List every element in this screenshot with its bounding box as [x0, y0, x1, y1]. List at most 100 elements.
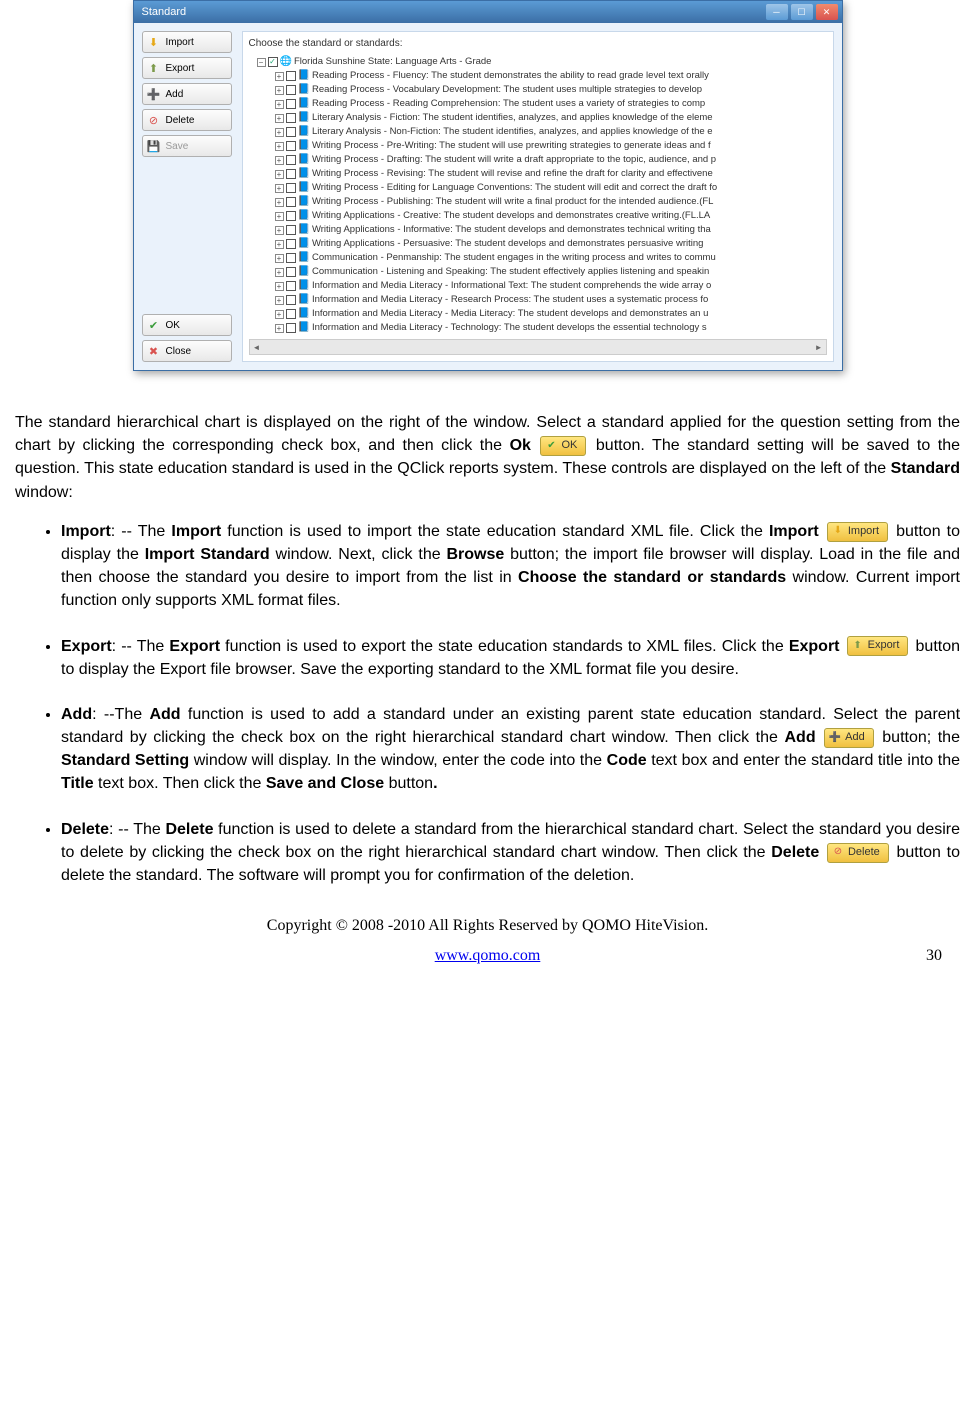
- expander-icon[interactable]: +: [275, 114, 284, 123]
- tree-root-item[interactable]: −✓🌐Florida Sunshine State: Language Arts…: [249, 55, 827, 69]
- delete-item: Delete: -- The Delete function is used t…: [61, 818, 960, 888]
- tree-item[interactable]: +📘Writing Process - Publishing: The stud…: [249, 195, 827, 209]
- expander-icon[interactable]: +: [275, 240, 284, 249]
- checkbox[interactable]: [286, 323, 296, 333]
- checkbox[interactable]: [286, 309, 296, 319]
- tree-item[interactable]: +📘Literary Analysis - Non-Fiction: The s…: [249, 125, 827, 139]
- add-inline-button: ➕Add: [824, 728, 874, 748]
- folder-icon: 📘: [298, 125, 310, 139]
- scroll-left-icon[interactable]: ◄: [253, 343, 261, 352]
- checkbox[interactable]: [286, 85, 296, 95]
- expander-icon[interactable]: +: [275, 142, 284, 151]
- ok-icon: ✔: [147, 318, 161, 332]
- expander-icon[interactable]: +: [275, 156, 284, 165]
- folder-icon: 📘: [298, 181, 310, 195]
- export-label: Export: [166, 63, 195, 74]
- checkbox[interactable]: [286, 239, 296, 249]
- checkbox[interactable]: [286, 253, 296, 263]
- folder-icon: 📘: [298, 139, 310, 153]
- tree-label: Literary Analysis - Fiction: The student…: [312, 111, 713, 125]
- expander-icon[interactable]: +: [275, 100, 284, 109]
- add-button[interactable]: ➕ Add: [142, 83, 232, 105]
- close-window-button[interactable]: ✕: [816, 4, 838, 20]
- expander-icon[interactable]: +: [275, 86, 284, 95]
- tree-item[interactable]: +📘Information and Media Literacy - Media…: [249, 307, 827, 321]
- folder-icon: 📘: [298, 69, 310, 83]
- page-number: 30: [926, 947, 942, 965]
- save-icon: 💾: [147, 139, 161, 153]
- expander-icon[interactable]: +: [275, 296, 284, 305]
- export-icon: ⬆: [147, 61, 161, 75]
- checkbox[interactable]: [286, 113, 296, 123]
- checkbox[interactable]: [286, 141, 296, 151]
- tree-item[interactable]: +📘Reading Process - Vocabulary Developme…: [249, 83, 827, 97]
- maximize-button[interactable]: ☐: [791, 4, 813, 20]
- expander-icon[interactable]: +: [275, 282, 284, 291]
- expander-icon[interactable]: +: [275, 128, 284, 137]
- tree-item[interactable]: + 📘Writing Process - Editing for Language…: [249, 181, 827, 195]
- tree-item[interactable]: +📘Literary Analysis - Fiction: The stude…: [249, 111, 827, 125]
- expander-icon[interactable]: +: [275, 254, 284, 263]
- tree-item[interactable]: +📘Communication - Penmanship: The studen…: [249, 251, 827, 265]
- checkbox[interactable]: [286, 183, 296, 193]
- checkbox[interactable]: [286, 281, 296, 291]
- expander-icon[interactable]: +: [275, 198, 284, 207]
- scroll-right-icon[interactable]: ►: [815, 343, 823, 352]
- save-button[interactable]: 💾 Save: [142, 135, 232, 157]
- horizontal-scrollbar[interactable]: ◄ ►: [249, 339, 827, 355]
- tree-item[interactable]: +📘Writing Process - Revising: The studen…: [249, 167, 827, 181]
- checkbox[interactable]: [286, 99, 296, 109]
- expander-icon[interactable]: −: [257, 58, 266, 67]
- ok-button[interactable]: ✔ OK: [142, 314, 232, 336]
- checkbox[interactable]: [286, 197, 296, 207]
- tree-item[interactable]: +📘Writing Process - Pre-Writing: The stu…: [249, 139, 827, 153]
- tree-item[interactable]: +📘Writing Applications - Informative: Th…: [249, 223, 827, 237]
- checkbox[interactable]: ✓: [268, 57, 278, 67]
- expander-icon[interactable]: +: [275, 170, 284, 179]
- tree-item[interactable]: +📘Communication - Listening and Speaking…: [249, 265, 827, 279]
- expander-icon[interactable]: +: [275, 310, 284, 319]
- tree-item[interactable]: +📘Writing Process - Drafting: The studen…: [249, 153, 827, 167]
- checkbox[interactable]: [286, 211, 296, 221]
- standards-tree[interactable]: −✓🌐Florida Sunshine State: Language Arts…: [249, 55, 827, 335]
- tree-item[interactable]: +📘Information and Media Literacy - Techn…: [249, 321, 827, 335]
- export-button[interactable]: ⬆ Export: [142, 57, 232, 79]
- standard-window: Standard ─ ☐ ✕ ⬇ Import ⬆ Export ➕ Add: [133, 0, 843, 371]
- close-button[interactable]: ✖ Close: [142, 340, 232, 362]
- import-inline-button: ⬇Import: [827, 522, 888, 542]
- checkbox[interactable]: [286, 169, 296, 179]
- delete-button[interactable]: ⊘ Delete: [142, 109, 232, 131]
- checkbox[interactable]: [286, 267, 296, 277]
- tree-item[interactable]: +📘Writing Applications - Creative: The s…: [249, 209, 827, 223]
- expander-icon[interactable]: +: [275, 212, 284, 221]
- tree-label: Writing Process - Editing for Language C…: [312, 181, 717, 195]
- tree-item[interactable]: +📘Reading Process - Reading Comprehensio…: [249, 97, 827, 111]
- folder-icon: 📘: [298, 251, 310, 265]
- folder-icon: 📘: [298, 279, 310, 293]
- checkbox[interactable]: [286, 295, 296, 305]
- tree-label: Communication - Listening and Speaking: …: [312, 265, 709, 279]
- minimize-button[interactable]: ─: [766, 4, 788, 20]
- tree-item[interactable]: +📘Reading Process - Fluency: The student…: [249, 69, 827, 83]
- tree-item[interactable]: +📘Information and Media Literacy - Resea…: [249, 293, 827, 307]
- panel-label: Choose the standard or standards:: [249, 38, 827, 49]
- expander-icon[interactable]: +: [275, 226, 284, 235]
- tree-item[interactable]: +📘Writing Applications - Persuasive: The…: [249, 237, 827, 251]
- copyright-text: Copyright © 2008 -2010 All Rights Reserv…: [15, 917, 960, 935]
- tree-item[interactable]: +📘Information and Media Literacy - Infor…: [249, 279, 827, 293]
- tree-label: Writing Applications - Creative: The stu…: [312, 209, 710, 223]
- import-button[interactable]: ⬇ Import: [142, 31, 232, 53]
- expander-icon[interactable]: +: [275, 184, 284, 193]
- checkbox[interactable]: [286, 127, 296, 137]
- expander-icon[interactable]: +: [275, 268, 284, 277]
- expander-icon[interactable]: +: [275, 72, 284, 81]
- checkbox[interactable]: [286, 225, 296, 235]
- delete-inline-button: ⊘Delete: [827, 843, 889, 863]
- expander-icon[interactable]: +: [275, 324, 284, 333]
- tree-label: Writing Process - Publishing: The studen…: [312, 195, 714, 209]
- folder-icon: 📘: [298, 83, 310, 97]
- checkbox[interactable]: [286, 155, 296, 165]
- footer-link[interactable]: www.qomo.com: [435, 947, 541, 965]
- main-panel: Choose the standard or standards: −✓🌐Flo…: [242, 31, 834, 362]
- checkbox[interactable]: [286, 71, 296, 81]
